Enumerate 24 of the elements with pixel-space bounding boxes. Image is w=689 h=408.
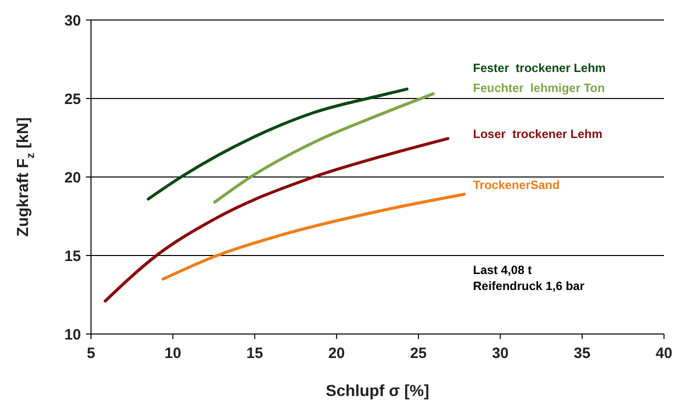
line-series bbox=[146, 88, 408, 200]
annotation: Last 4,08 t bbox=[473, 263, 532, 277]
text: Feuchter lehmiger Ton bbox=[473, 81, 605, 95]
y-tick-label: 10 bbox=[64, 326, 81, 344]
line-series bbox=[213, 92, 435, 204]
x-tick-label: 15 bbox=[246, 345, 264, 362]
text: Fester trockener Lehm bbox=[473, 61, 606, 75]
x-tick-label: 10 bbox=[164, 345, 182, 362]
x-tick-label: 5 bbox=[86, 345, 96, 362]
x-tick-label: 25 bbox=[410, 345, 427, 362]
y-tick-label: 15 bbox=[64, 248, 81, 265]
x-tick-label: 30 bbox=[492, 345, 509, 362]
line-series bbox=[104, 137, 450, 303]
x-tick-label: 35 bbox=[574, 345, 590, 362]
x-tick-label: 40 bbox=[656, 345, 672, 362]
y-tick-label: 25 bbox=[64, 90, 81, 108]
annotation: Reifendruck 1,6 bar bbox=[473, 279, 585, 293]
y-tick-label: 20 bbox=[64, 169, 81, 186]
text: Loser trockener Lehm bbox=[473, 127, 602, 141]
x-axis-title: Schlupf σ [%] bbox=[326, 383, 430, 400]
y-tick-label: 30 bbox=[64, 12, 81, 30]
series-label: TrockenerSand bbox=[473, 178, 560, 192]
line-series bbox=[162, 192, 466, 281]
x-tick-label: 20 bbox=[328, 345, 345, 362]
